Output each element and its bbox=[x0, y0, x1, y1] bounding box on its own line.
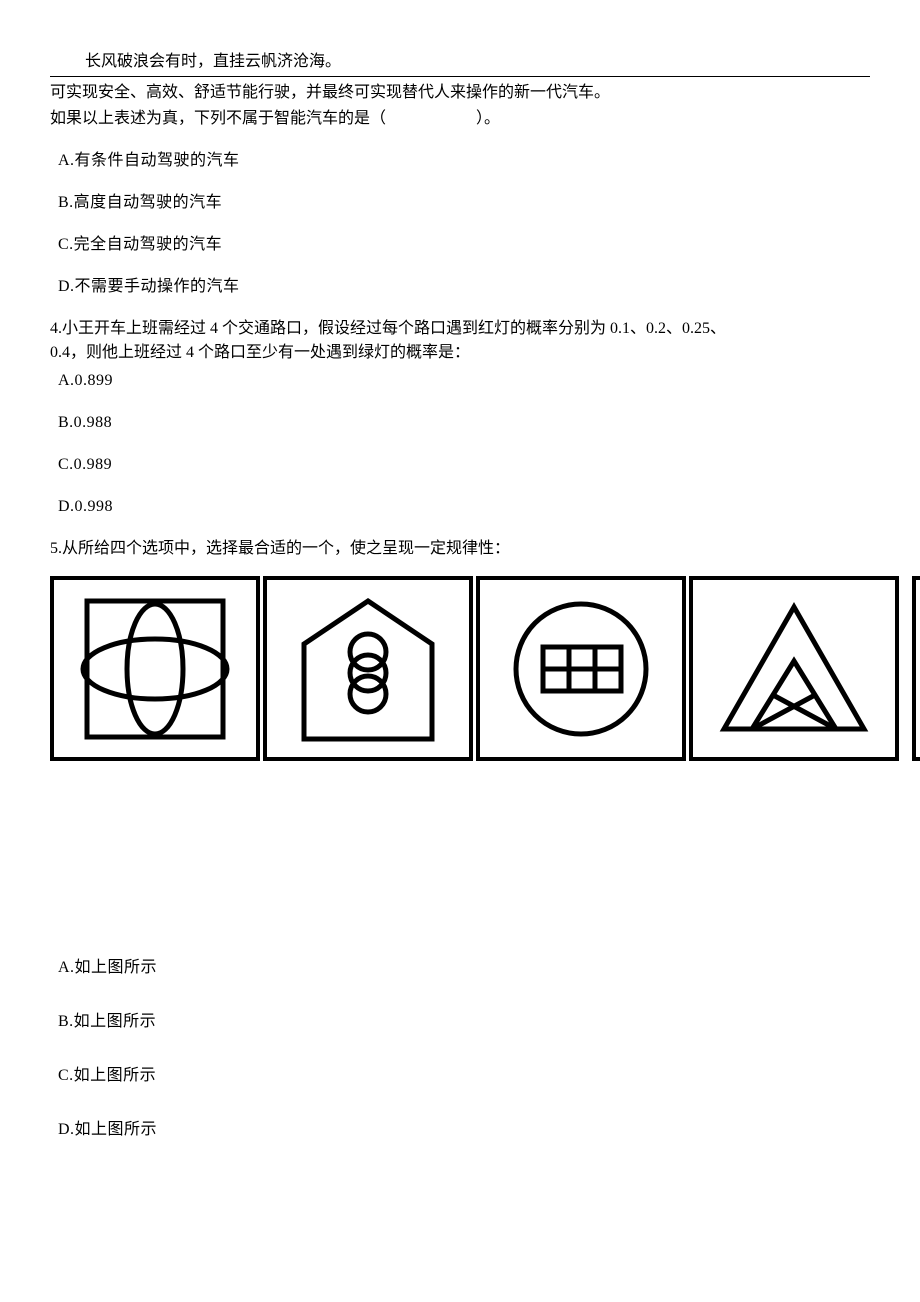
q5-figure-4 bbox=[689, 576, 899, 761]
q4-stem: 4.小王开车上班需经过 4 个交通路口，假设经过每个路口遇到红灯的概率分别为 0… bbox=[50, 317, 870, 365]
q4-option-c: C.0.989 bbox=[58, 453, 870, 477]
q5-figure-row bbox=[50, 576, 870, 761]
figure-2-svg bbox=[288, 589, 448, 749]
q4-stem-l2: 0.4，则他上班经过 4 个路口至少有一处遇到绿灯的概率是： bbox=[50, 341, 870, 365]
q5-figure-5-partial bbox=[912, 576, 920, 761]
figure-4-svg bbox=[714, 589, 874, 749]
q3-stem-suffix: ）。 bbox=[476, 110, 500, 127]
q4-option-d: D.0.998 bbox=[58, 495, 870, 519]
q4-stem-l1: 4.小王开车上班需经过 4 个交通路口，假设经过每个路口遇到红灯的概率分别为 0… bbox=[50, 317, 870, 341]
q3-option-a: A.有条件自动驾驶的汽车 bbox=[58, 149, 870, 173]
q3-stem-line1: 可实现安全、高效、舒适节能行驶，并最终可实现替代人来操作的新一代汽车。 bbox=[50, 81, 870, 105]
q3-option-b: B.高度自动驾驶的汽车 bbox=[58, 191, 870, 215]
figure-gap bbox=[50, 771, 870, 926]
q3-option-d: D.不需要手动操作的汽车 bbox=[58, 275, 870, 299]
header-quote: 长风破浪会有时，直挂云帆济沧海。 bbox=[50, 50, 870, 74]
figure-3-svg bbox=[501, 589, 661, 749]
header-divider bbox=[50, 76, 870, 77]
q5-figure-3 bbox=[476, 576, 686, 761]
q5-figure-1 bbox=[50, 576, 260, 761]
q3-option-c: C.完全自动驾驶的汽车 bbox=[58, 233, 870, 257]
q3-stem-prefix: 如果以上表述为真，下列不属于智能汽车的是（ bbox=[50, 110, 386, 127]
q5-option-a: A.如上图所示 bbox=[58, 956, 870, 980]
q5-option-b: B.如上图所示 bbox=[58, 1010, 870, 1034]
q3-stem-line2: 如果以上表述为真，下列不属于智能汽车的是（ ）。 bbox=[50, 107, 870, 131]
q5-option-d: D.如上图所示 bbox=[58, 1118, 870, 1142]
q4-option-a: A.0.899 bbox=[58, 369, 870, 393]
q5-stem: 5.从所给四个选项中，选择最合适的一个，使之呈现一定规律性： bbox=[50, 537, 870, 561]
q4-option-b: B.0.988 bbox=[58, 411, 870, 435]
figure-1-svg bbox=[75, 589, 235, 749]
q5-figure-2 bbox=[263, 576, 473, 761]
q5-option-c: C.如上图所示 bbox=[58, 1064, 870, 1088]
